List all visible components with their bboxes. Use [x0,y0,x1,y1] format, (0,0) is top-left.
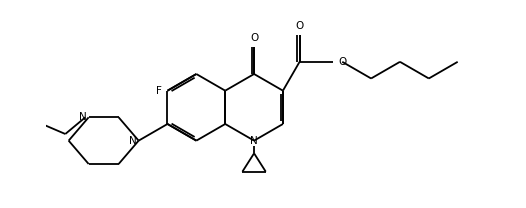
Text: N: N [250,136,258,146]
Text: N: N [79,112,87,122]
Text: F: F [156,86,161,96]
Text: O: O [338,57,346,67]
Text: O: O [250,33,258,43]
Text: O: O [296,21,304,31]
Text: N: N [129,136,137,146]
